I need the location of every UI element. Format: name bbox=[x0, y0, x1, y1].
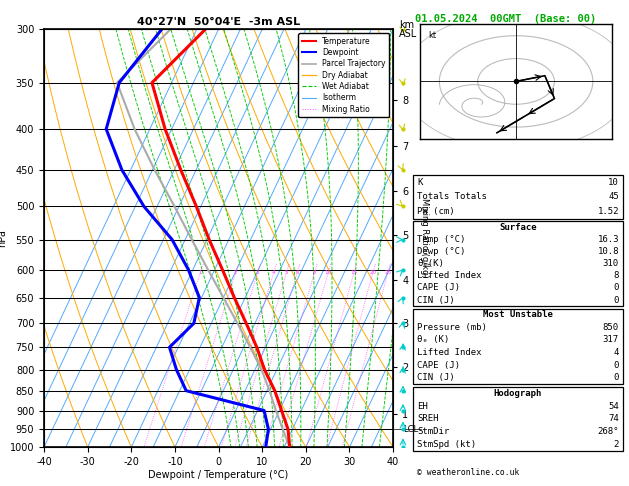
Text: 5: 5 bbox=[285, 270, 288, 275]
Text: 1.52: 1.52 bbox=[598, 207, 619, 216]
Text: 10.8: 10.8 bbox=[598, 247, 619, 256]
Text: 10: 10 bbox=[325, 270, 331, 275]
Text: 15: 15 bbox=[350, 270, 357, 275]
Text: 317: 317 bbox=[603, 335, 619, 345]
Title: 40°27'N  50°04'E  -3m ASL: 40°27'N 50°04'E -3m ASL bbox=[137, 17, 300, 27]
Text: Lifted Index: Lifted Index bbox=[417, 348, 482, 357]
Text: Hodograph: Hodograph bbox=[494, 389, 542, 398]
Text: 3: 3 bbox=[256, 270, 259, 275]
Text: StmSpd (kt): StmSpd (kt) bbox=[417, 440, 476, 449]
Text: 74: 74 bbox=[608, 415, 619, 423]
Text: CIN (J): CIN (J) bbox=[417, 373, 455, 382]
Text: Totals Totals: Totals Totals bbox=[417, 192, 487, 201]
Text: CIN (J): CIN (J) bbox=[417, 295, 455, 305]
Text: ASL: ASL bbox=[399, 29, 418, 39]
Y-axis label: hPa: hPa bbox=[0, 229, 7, 247]
Text: 0: 0 bbox=[613, 361, 619, 370]
Text: 0: 0 bbox=[613, 295, 619, 305]
Text: 6: 6 bbox=[296, 270, 299, 275]
Text: km: km bbox=[399, 20, 415, 31]
Text: 25: 25 bbox=[384, 270, 391, 275]
Text: 4: 4 bbox=[272, 270, 276, 275]
Text: 01.05.2024  00GMT  (Base: 00): 01.05.2024 00GMT (Base: 00) bbox=[415, 14, 596, 24]
Text: 54: 54 bbox=[608, 401, 619, 411]
Text: 2: 2 bbox=[613, 440, 619, 449]
Text: 8: 8 bbox=[313, 270, 316, 275]
Text: 20: 20 bbox=[369, 270, 376, 275]
Text: 45: 45 bbox=[608, 192, 619, 201]
Text: Temp (°C): Temp (°C) bbox=[417, 235, 465, 244]
Text: 310: 310 bbox=[603, 259, 619, 268]
Y-axis label: Mixing Ratio (g/kg): Mixing Ratio (g/kg) bbox=[420, 198, 428, 278]
Text: 4: 4 bbox=[613, 348, 619, 357]
Text: 850: 850 bbox=[603, 323, 619, 332]
Text: θₑ(K): θₑ(K) bbox=[417, 259, 444, 268]
Text: θₑ (K): θₑ (K) bbox=[417, 335, 449, 345]
Text: 2: 2 bbox=[234, 270, 238, 275]
Text: LCL: LCL bbox=[404, 425, 419, 434]
Text: 10: 10 bbox=[608, 178, 619, 187]
X-axis label: Dewpoint / Temperature (°C): Dewpoint / Temperature (°C) bbox=[148, 469, 289, 480]
Text: Dewp (°C): Dewp (°C) bbox=[417, 247, 465, 256]
Text: Surface: Surface bbox=[499, 223, 537, 232]
Text: 0: 0 bbox=[613, 283, 619, 293]
Text: EH: EH bbox=[417, 401, 428, 411]
Legend: Temperature, Dewpoint, Parcel Trajectory, Dry Adiabat, Wet Adiabat, Isotherm, Mi: Temperature, Dewpoint, Parcel Trajectory… bbox=[298, 33, 389, 117]
Text: SREH: SREH bbox=[417, 415, 438, 423]
Text: 268°: 268° bbox=[598, 427, 619, 436]
Text: K: K bbox=[417, 178, 423, 187]
Text: kt: kt bbox=[428, 31, 436, 40]
Text: PW (cm): PW (cm) bbox=[417, 207, 455, 216]
Text: Most Unstable: Most Unstable bbox=[483, 311, 553, 319]
Text: 8: 8 bbox=[613, 271, 619, 280]
Text: Lifted Index: Lifted Index bbox=[417, 271, 482, 280]
Text: 16.3: 16.3 bbox=[598, 235, 619, 244]
Text: CAPE (J): CAPE (J) bbox=[417, 283, 460, 293]
Text: StmDir: StmDir bbox=[417, 427, 449, 436]
Text: 1: 1 bbox=[199, 270, 202, 275]
Text: 0: 0 bbox=[613, 373, 619, 382]
Text: © weatheronline.co.uk: © weatheronline.co.uk bbox=[417, 468, 520, 477]
Text: Pressure (mb): Pressure (mb) bbox=[417, 323, 487, 332]
Text: CAPE (J): CAPE (J) bbox=[417, 361, 460, 370]
